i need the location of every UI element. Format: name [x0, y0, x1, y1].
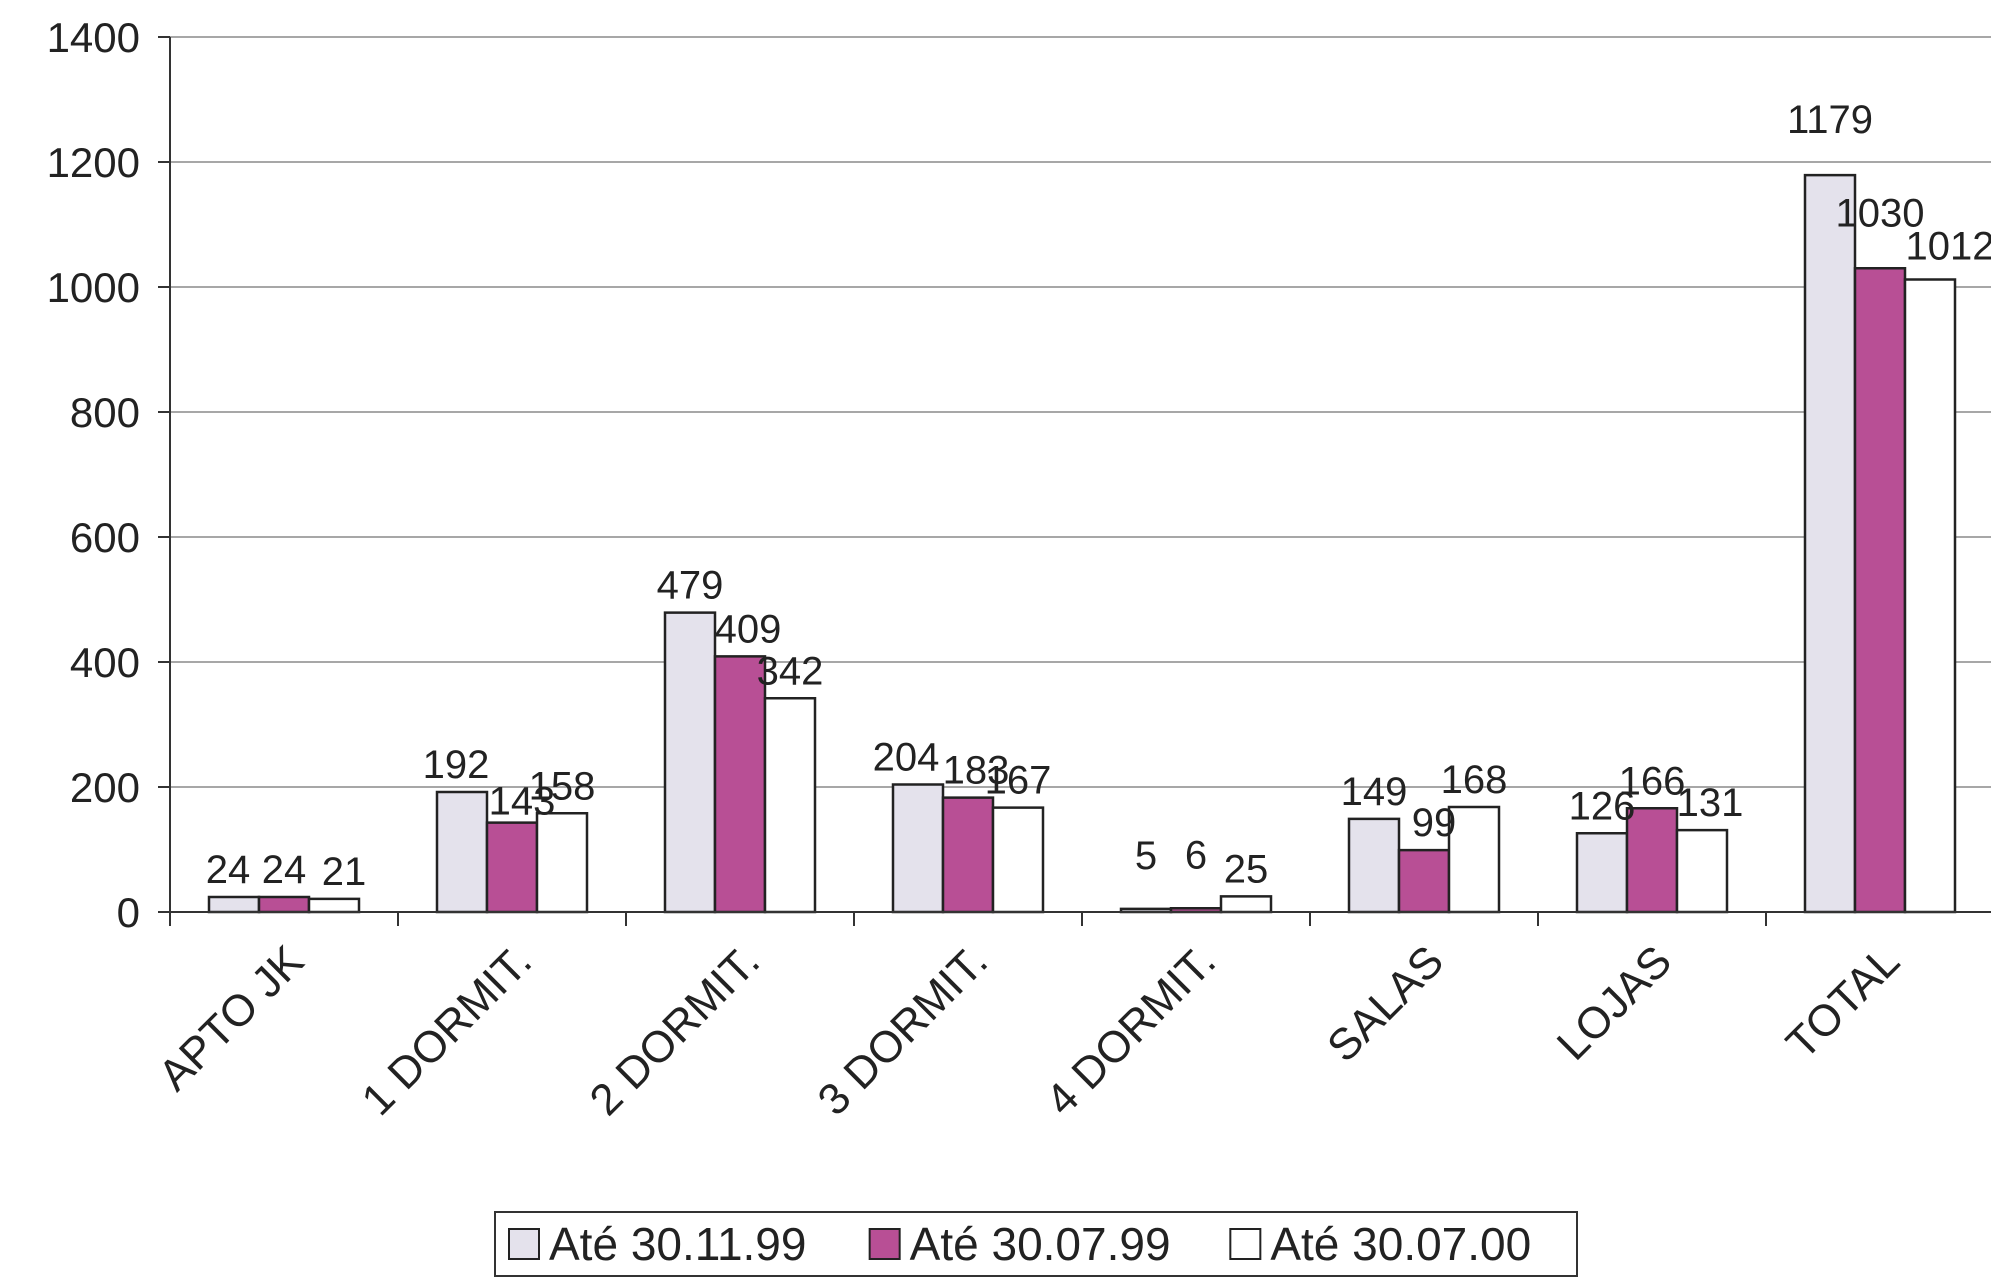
y-tick-label: 1400 [47, 14, 140, 61]
category-label: SALAS [1318, 936, 1453, 1071]
legend-box [494, 1211, 1578, 1277]
y-tick-label: 1200 [47, 139, 140, 186]
data-label: 143 [489, 780, 556, 824]
data-label: 168 [1441, 758, 1508, 802]
bars [207, 173, 1957, 914]
legend-swatch [868, 1228, 901, 1260]
y-tick-label: 400 [70, 639, 140, 686]
bar [991, 806, 1045, 914]
legend-swatch [508, 1228, 540, 1260]
bar [663, 611, 717, 914]
bar [307, 897, 361, 914]
bar [1903, 278, 1957, 914]
data-label: 479 [657, 564, 724, 608]
data-label: 99 [1412, 801, 1457, 845]
data-label: 1012 [1906, 225, 1991, 269]
y-tick-label: 0 [117, 889, 140, 936]
bar [1447, 805, 1501, 914]
data-label: 1179 [1787, 98, 1873, 142]
bar [1853, 267, 1907, 914]
data-label: 183 [943, 749, 1010, 793]
bar [891, 783, 945, 914]
bar [485, 821, 539, 914]
category-label: LOJAS [1548, 936, 1681, 1069]
data-label: 1030 [1836, 191, 1925, 235]
data-label: 24 [262, 848, 307, 892]
data-label: 25 [1224, 847, 1269, 891]
data-label: 21 [322, 850, 367, 894]
bar [207, 895, 261, 914]
bar [941, 796, 995, 914]
bar [763, 697, 817, 914]
bar [1675, 828, 1729, 914]
data-label: 149 [1341, 770, 1408, 814]
data-label: 6 [1185, 833, 1207, 877]
data-label: 24 [206, 848, 251, 892]
bar [1803, 173, 1857, 914]
data-label: 166 [1619, 759, 1686, 803]
axes [169, 37, 1991, 926]
category-label: TOTAL [1777, 936, 1909, 1068]
data-label: 5 [1135, 834, 1157, 878]
bar [535, 812, 589, 914]
category-label: 1 DORMIT. [353, 936, 541, 1124]
bar [1397, 848, 1451, 914]
legend: Até 30.11.99 Até 30.07.99 Até 30.07.00 [494, 1211, 1578, 1277]
y-tick-label: 600 [70, 514, 140, 561]
category-label: 2 DORMIT. [581, 936, 769, 1124]
legend-label: Até 30.07.99 [910, 1218, 1171, 1270]
data-label: 409 [715, 607, 782, 651]
bar [713, 655, 767, 914]
legend-label: Até 30.07.00 [1270, 1218, 1531, 1270]
bar [435, 790, 489, 914]
data-label: 158 [529, 764, 596, 808]
data-label: 204 [873, 736, 940, 780]
data-label: 131 [1677, 781, 1744, 825]
data-label: 167 [985, 759, 1052, 803]
category-label: 4 DORMIT. [1037, 936, 1225, 1124]
bar [1219, 895, 1273, 914]
y-tick-label: 1000 [47, 264, 140, 311]
data-label: 342 [757, 649, 824, 693]
y-axis-ticks: 0 200 400 600 800 1000 1200 1400 [47, 14, 170, 936]
legend-label: Até 30.11.99 [549, 1218, 806, 1270]
x-axis-category-labels: APTO JK 1 DORMIT. 2 DORMIT. 3 DORMIT. 4 DORM… [149, 936, 1909, 1124]
data-label: 126 [1569, 784, 1636, 828]
data-label: 192 [423, 743, 490, 787]
bar [1575, 832, 1629, 914]
bar [1625, 807, 1679, 914]
legend-swatch [1229, 1228, 1262, 1260]
y-tick-label: 200 [70, 764, 140, 811]
bar [1347, 817, 1401, 914]
category-label: APTO JK [149, 936, 313, 1100]
bar [257, 895, 311, 914]
gridlines [170, 36, 1991, 788]
category-label: 3 DORMIT. [809, 936, 997, 1124]
y-tick-label: 800 [70, 389, 140, 436]
